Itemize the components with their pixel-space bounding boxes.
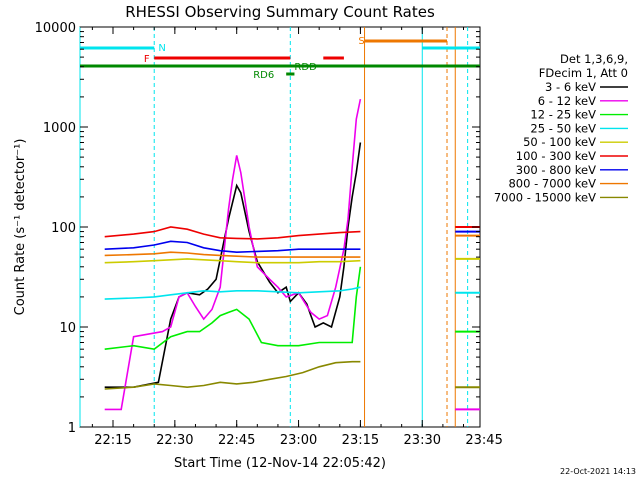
x-tick-label: 22:15 — [94, 433, 131, 448]
legend-label: 7000 - 15000 keV — [494, 190, 596, 204]
y-tick-label: 100 — [51, 221, 76, 236]
y-axis-label: Count Rate (s⁻¹ detector⁻¹) — [13, 139, 28, 316]
x-axis-label: Start Time (12-Nov-14 22:05:42) — [174, 456, 386, 471]
flag-label-n: N — [158, 43, 165, 54]
legend-label: 25 - 50 keV — [530, 121, 596, 135]
x-tick-label: 23:00 — [280, 433, 317, 448]
y-tick-label: 1 — [68, 421, 76, 436]
flag-label-f: F — [144, 54, 150, 65]
series-line — [104, 360, 361, 390]
series-line — [104, 286, 361, 300]
legend-label: 100 - 300 keV — [516, 149, 596, 163]
legend-label: 12 - 25 keV — [530, 108, 596, 122]
legend-header-1: Det 1,3,6,9, — [560, 52, 628, 66]
legend-label: 6 - 12 keV — [538, 94, 596, 108]
legend-label: 800 - 7000 keV — [508, 177, 596, 191]
x-tick-label: 23:15 — [342, 433, 379, 448]
y-tick-label: 1000 — [43, 121, 76, 136]
series-line — [104, 98, 362, 411]
x-tick-label: 22:30 — [156, 433, 193, 448]
flag-layer: NF S RD6 RDD — [79, 27, 480, 427]
series-line — [104, 240, 361, 254]
series-line — [104, 226, 361, 240]
flag-label-s: S — [358, 36, 364, 47]
legend: Det 1,3,6,9, FDecim 1, Att 0 3 - 6 keV6 … — [494, 52, 628, 204]
x-tick-label: 23:30 — [404, 433, 441, 448]
series-line — [104, 258, 361, 264]
y-tick-label: 10 — [59, 321, 76, 336]
x-tick-label: 23:45 — [465, 433, 502, 448]
chart-title: RHESSI Observing Summary Count Rates — [125, 3, 435, 21]
legend-label: 3 - 6 keV — [545, 80, 596, 94]
tick-layer: 22:15 22:30 22:45 23:00 23:15 23:30 23:45 1 10 10… — [35, 21, 503, 448]
timestamp: 22-Oct-2021 14:13 — [560, 467, 636, 476]
legend-header-2: FDecim 1, Att 0 — [539, 66, 628, 80]
legend-label: 300 - 800 keV — [516, 163, 596, 177]
x-tick-label: 22:45 — [218, 433, 255, 448]
legend-label: 50 - 100 keV — [523, 135, 596, 149]
series-line — [104, 266, 362, 351]
y-tick-label: 10000 — [35, 21, 76, 36]
plot-frame — [79, 26, 481, 428]
series-layer — [104, 98, 480, 411]
series-line — [104, 251, 361, 258]
flag-label-rdd: RDD — [294, 62, 317, 73]
flag-label-rd6: RD6 — [253, 70, 274, 81]
